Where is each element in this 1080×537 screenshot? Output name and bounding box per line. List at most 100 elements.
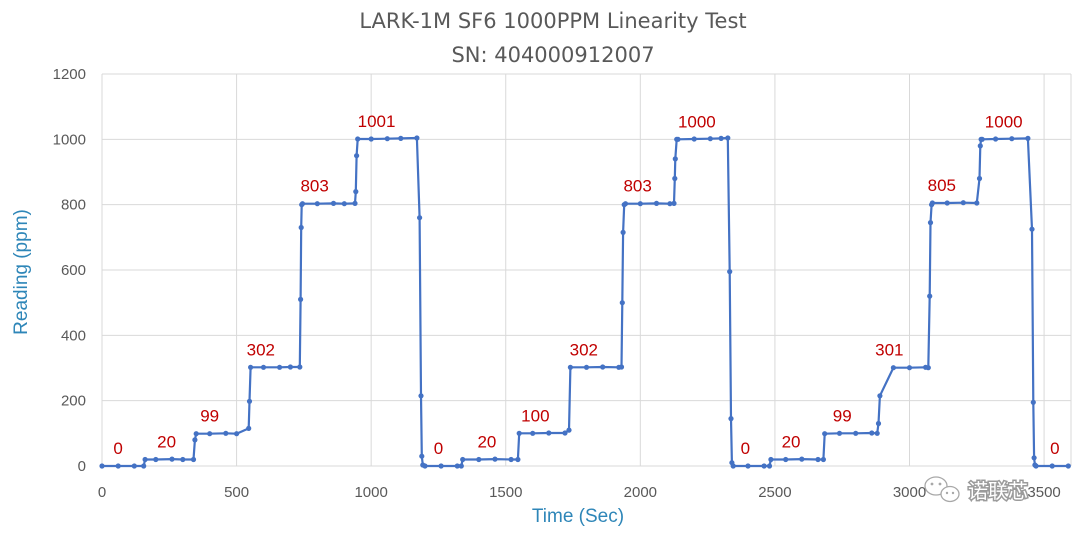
data-point: [153, 456, 159, 463]
data-label: 0: [1050, 439, 1059, 458]
data-point: [460, 456, 466, 463]
data-point: [815, 456, 821, 463]
data-point: [927, 293, 933, 299]
data-label: 20: [157, 432, 176, 451]
data-point: [330, 200, 337, 206]
data-point: [353, 189, 359, 195]
data-label: 1001: [358, 112, 396, 131]
data-point: [874, 430, 880, 436]
data-point: [977, 143, 983, 149]
data-label: 302: [247, 340, 275, 359]
data-point: [314, 201, 320, 207]
data-point: [976, 175, 983, 182]
watermark-text: 诺联芯: [968, 479, 1028, 503]
data-label: 0: [434, 439, 443, 458]
x-tick-label: 2500: [758, 484, 791, 501]
data-point: [131, 463, 137, 469]
data-point: [207, 431, 213, 437]
data-label: 99: [200, 407, 219, 426]
data-point: [653, 200, 660, 206]
data-point: [822, 431, 828, 437]
data-point: [458, 463, 464, 469]
data-point: [1031, 455, 1037, 461]
data-point: [99, 463, 105, 469]
data-point: [925, 365, 931, 371]
data-point: [299, 201, 306, 207]
data-label: 0: [113, 439, 122, 458]
data-point: [515, 456, 521, 463]
data-point: [761, 463, 767, 469]
data-label: 0: [741, 439, 750, 458]
data-point: [993, 136, 999, 142]
data-point: [352, 200, 358, 206]
data-point: [620, 229, 626, 235]
data-point: [1065, 463, 1071, 469]
data-point: [297, 364, 303, 370]
data-point: [223, 430, 229, 436]
data-point: [115, 463, 121, 469]
y-tick-label: 0: [78, 458, 86, 475]
y-tick-label: 1000: [53, 131, 86, 148]
data-point: [890, 365, 897, 371]
y-tick-label: 600: [61, 262, 86, 279]
data-point: [618, 364, 625, 370]
data-point: [667, 201, 673, 207]
data-point: [355, 136, 361, 142]
data-point: [877, 393, 883, 399]
data-label: 302: [570, 340, 598, 359]
data-label: 805: [928, 176, 956, 195]
data-point: [193, 431, 199, 437]
series-line: [102, 136, 1069, 468]
chart-title: LARK-1M SF6 1000PPM Linearity Test: [359, 9, 746, 33]
x-tick-labels: 0 500 1000 1500 2000 2500 3000 3500: [98, 484, 1061, 501]
data-point: [566, 427, 572, 433]
data-point: [672, 175, 678, 182]
data-point: [562, 430, 568, 436]
data-point: [567, 364, 574, 370]
data-point: [246, 425, 252, 431]
y-tick-label: 1200: [53, 66, 86, 83]
data-point: [745, 463, 751, 469]
x-tick-label: 3500: [1027, 484, 1060, 501]
data-point: [979, 136, 985, 142]
data-point: [766, 463, 773, 469]
data-point: [820, 456, 827, 463]
x-tick-label: 2000: [624, 484, 657, 501]
data-label: 803: [300, 177, 328, 196]
data-label: 1000: [985, 112, 1023, 131]
data-point: [622, 201, 629, 207]
data-point: [368, 136, 374, 142]
data-point: [783, 456, 789, 463]
data-point: [875, 420, 882, 427]
x-tick-label: 0: [98, 484, 106, 501]
data-point: [974, 200, 980, 206]
data-point: [341, 201, 347, 207]
data-point: [671, 200, 677, 206]
data-point: [1049, 463, 1055, 469]
data-point: [1033, 463, 1039, 469]
data-point: [960, 200, 966, 206]
data-point: [516, 430, 522, 436]
data-point: [725, 135, 731, 141]
data-label: 803: [623, 177, 651, 196]
data-point: [619, 300, 625, 306]
data-point: [853, 430, 859, 436]
series-layer: [99, 135, 1071, 469]
data-point: [419, 453, 425, 459]
x-tick-label: 1000: [354, 484, 387, 501]
data-label: 20: [477, 432, 496, 451]
data-point: [718, 135, 724, 141]
data-point: [417, 215, 423, 221]
data-point: [672, 156, 678, 162]
data-point: [836, 430, 843, 436]
data-point: [234, 431, 240, 437]
data-point: [260, 364, 267, 370]
data-point: [799, 456, 805, 462]
data-point: [190, 456, 197, 463]
data-point: [141, 463, 147, 469]
data-point: [414, 135, 420, 141]
x-tick-label: 3000: [893, 484, 926, 501]
x-tick-label: 500: [224, 484, 249, 501]
data-label: 99: [833, 407, 852, 426]
data-point: [354, 153, 360, 159]
